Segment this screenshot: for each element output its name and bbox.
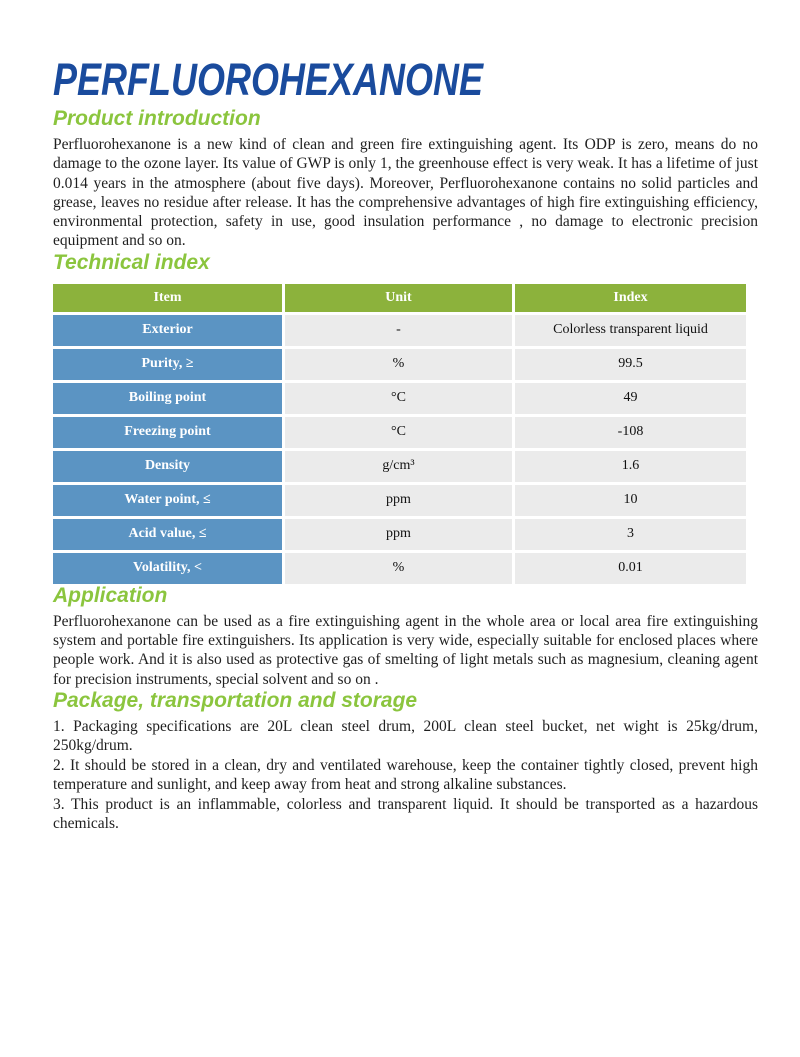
table-row-item-cell: Volatility, <: [53, 552, 282, 584]
table-row-item-cell: Exterior: [53, 314, 282, 346]
technical-index-table: Item Unit Index Exterior - Colorless tra…: [53, 283, 746, 584]
package-item-1: 1. Packaging specifications are 20L clea…: [53, 717, 758, 755]
page-title-text: PERFLUOROHEXANONE: [53, 54, 484, 105]
table-row-item-cell: Freezing point: [53, 416, 282, 448]
table-row-unit-cell: g/cm³: [285, 450, 512, 482]
table-row-index-cell: 1.6: [515, 450, 746, 482]
table-row-index-cell: 49: [515, 382, 746, 414]
table-row-index-cell: 0.01: [515, 552, 746, 584]
table-row-item-cell: Density: [53, 450, 282, 482]
table-row-unit-cell: ppm: [285, 518, 512, 550]
table-row-item-cell: Water point, ≤: [53, 484, 282, 516]
table-row-index-cell: 10: [515, 484, 746, 516]
page-title: PERFLUOROHEXANONE: [53, 0, 758, 107]
document-content: PERFLUOROHEXANONE Product introduction P…: [53, 0, 758, 834]
section-application: Application Perfluorohexanone can be use…: [53, 584, 758, 689]
table-row-unit-cell: ppm: [285, 484, 512, 516]
table-row-item-cell: Purity, ≥: [53, 348, 282, 380]
product-introduction-heading: Product introduction: [53, 107, 261, 130]
section-product-introduction: Product introduction Perfluorohexanone i…: [53, 107, 758, 251]
application-text: Perfluorohexanone can be used as a fire …: [53, 612, 758, 688]
table-row-index-cell: -108: [515, 416, 746, 448]
table-row-index-cell: 99.5: [515, 348, 746, 380]
application-heading: Application: [53, 583, 168, 607]
package-item-2: 2. It should be stored in a clean, dry a…: [53, 756, 758, 794]
table-header-unit: Unit: [285, 283, 512, 312]
technical-index-heading: Technical index: [53, 250, 210, 274]
table-row-unit-cell: %: [285, 348, 512, 380]
table-row-index-cell: 3: [515, 518, 746, 550]
table-row-unit-cell: -: [285, 314, 512, 346]
table-row-item-cell: Boiling point: [53, 382, 282, 414]
table-header-item: Item: [53, 283, 282, 312]
package-item-3: 3. This product is an inflammable, color…: [53, 795, 758, 833]
table-row-unit-cell: °C: [285, 416, 512, 448]
package-heading: Package, transportation and storage: [53, 688, 418, 712]
section-technical-index: Technical index Item Unit Index Exterior…: [53, 251, 758, 584]
section-package-transport-storage: Package, transportation and storage 1. P…: [53, 689, 758, 834]
table-row-unit-cell: °C: [285, 382, 512, 414]
package-list: 1. Packaging specifications are 20L clea…: [53, 717, 758, 834]
product-introduction-text: Perfluorohexanone is a new kind of clean…: [53, 136, 758, 250]
table-row-index-cell: Colorless transparent liquid: [515, 314, 746, 346]
table-row-unit-cell: %: [285, 552, 512, 584]
table-row-item-cell: Acid value, ≤: [53, 518, 282, 550]
table-header-index: Index: [515, 283, 746, 312]
